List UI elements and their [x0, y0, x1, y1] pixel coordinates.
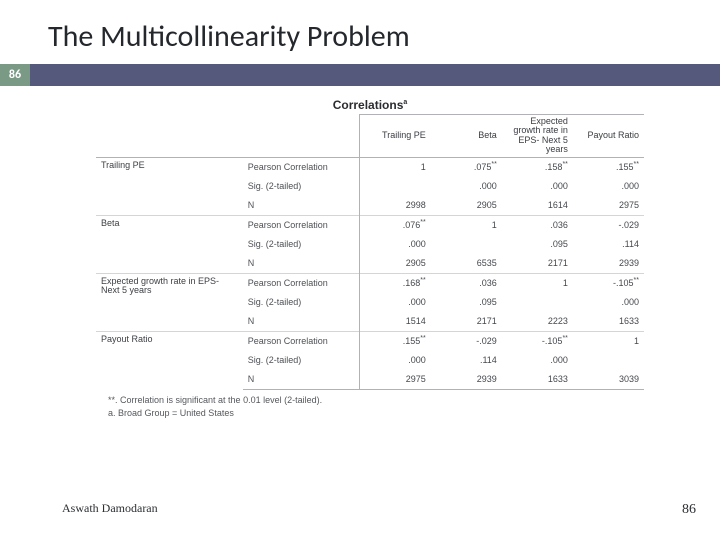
cell: .114	[431, 351, 502, 370]
cell: 1	[502, 273, 573, 293]
stat-label: Pearson Correlation	[243, 273, 360, 293]
cell	[360, 177, 431, 196]
cell: .036	[431, 273, 502, 293]
stat-label: N	[243, 370, 360, 390]
cell: 1633	[573, 312, 644, 332]
cell	[431, 235, 502, 254]
cell: 2171	[431, 312, 502, 332]
col-header-0: Trailing PE	[360, 115, 431, 158]
table-title: Correlationsa	[96, 98, 644, 112]
stat-label: N	[243, 312, 360, 332]
stat-label: Pearson Correlation	[243, 331, 360, 351]
slide-title: The Multicollinearity Problem	[48, 18, 410, 55]
cell: .000	[502, 351, 573, 370]
correlations-table-wrap: Correlationsa Trailing PE Beta Expected …	[96, 98, 644, 421]
footnote-1: **. Correlation is significant at the 0.…	[96, 394, 644, 408]
cell: .075**	[431, 157, 502, 177]
page-number: 86	[682, 502, 696, 518]
header-band	[0, 64, 720, 86]
stat-label: N	[243, 196, 360, 216]
footnote-2: a. Broad Group = United States	[96, 407, 644, 421]
row-var-0: Trailing PE	[96, 157, 243, 215]
cell: .095	[502, 235, 573, 254]
col-header-3: Payout Ratio	[573, 115, 644, 158]
table-title-sup: a	[403, 99, 407, 106]
cell: .158**	[502, 157, 573, 177]
cell: .155**	[360, 331, 431, 351]
cell: 1633	[502, 370, 573, 390]
cell: 2939	[573, 254, 644, 274]
cell: 1	[431, 215, 502, 235]
stat-label: Sig. (2-tailed)	[243, 293, 360, 312]
cell: -.029	[573, 215, 644, 235]
stat-label: Sig. (2-tailed)	[243, 177, 360, 196]
stat-label: Sig. (2-tailed)	[243, 235, 360, 254]
cell: .076**	[360, 215, 431, 235]
cell: .168**	[360, 273, 431, 293]
cell: 2975	[360, 370, 431, 390]
cell: .000	[502, 177, 573, 196]
row-var-1: Beta	[96, 215, 243, 273]
cell: .095	[431, 293, 502, 312]
cell: .000	[360, 235, 431, 254]
cell: 3039	[573, 370, 644, 390]
cell: 1	[360, 157, 431, 177]
cell: 2975	[573, 196, 644, 216]
row-var-3: Payout Ratio	[96, 331, 243, 389]
cell: 2171	[502, 254, 573, 274]
col-header-1: Beta	[431, 115, 502, 158]
table-title-text: Correlations	[333, 98, 404, 112]
stat-label: Sig. (2-tailed)	[243, 351, 360, 370]
cell: .000	[573, 177, 644, 196]
cell: .036	[502, 215, 573, 235]
slide-badge: 86	[0, 64, 30, 86]
cell: .000	[431, 177, 502, 196]
stat-label: Pearson Correlation	[243, 157, 360, 177]
cell: .114	[573, 235, 644, 254]
cell: .000	[360, 293, 431, 312]
stat-label: N	[243, 254, 360, 274]
cell: .000	[573, 293, 644, 312]
col-header-2: Expected growth rate in EPS- Next 5 year…	[502, 115, 573, 158]
cell: 1514	[360, 312, 431, 332]
stat-label: Pearson Correlation	[243, 215, 360, 235]
cell	[502, 293, 573, 312]
cell: 1	[573, 331, 644, 351]
cell: 1614	[502, 196, 573, 216]
author-name: Aswath Damodaran	[62, 501, 158, 516]
cell: .155**	[573, 157, 644, 177]
cell: 2905	[360, 254, 431, 274]
cell: .000	[360, 351, 431, 370]
cell: -.105**	[573, 273, 644, 293]
cell: -.105**	[502, 331, 573, 351]
cell: 2905	[431, 196, 502, 216]
cell: 2998	[360, 196, 431, 216]
cell: 2223	[502, 312, 573, 332]
cell: 6535	[431, 254, 502, 274]
table-footnotes: **. Correlation is significant at the 0.…	[96, 394, 644, 421]
row-var-2: Expected growth rate in EPS- Next 5 year…	[96, 273, 243, 331]
cell	[573, 351, 644, 370]
correlations-table: Trailing PE Beta Expected growth rate in…	[96, 114, 644, 390]
cell: -.029	[431, 331, 502, 351]
cell: 2939	[431, 370, 502, 390]
